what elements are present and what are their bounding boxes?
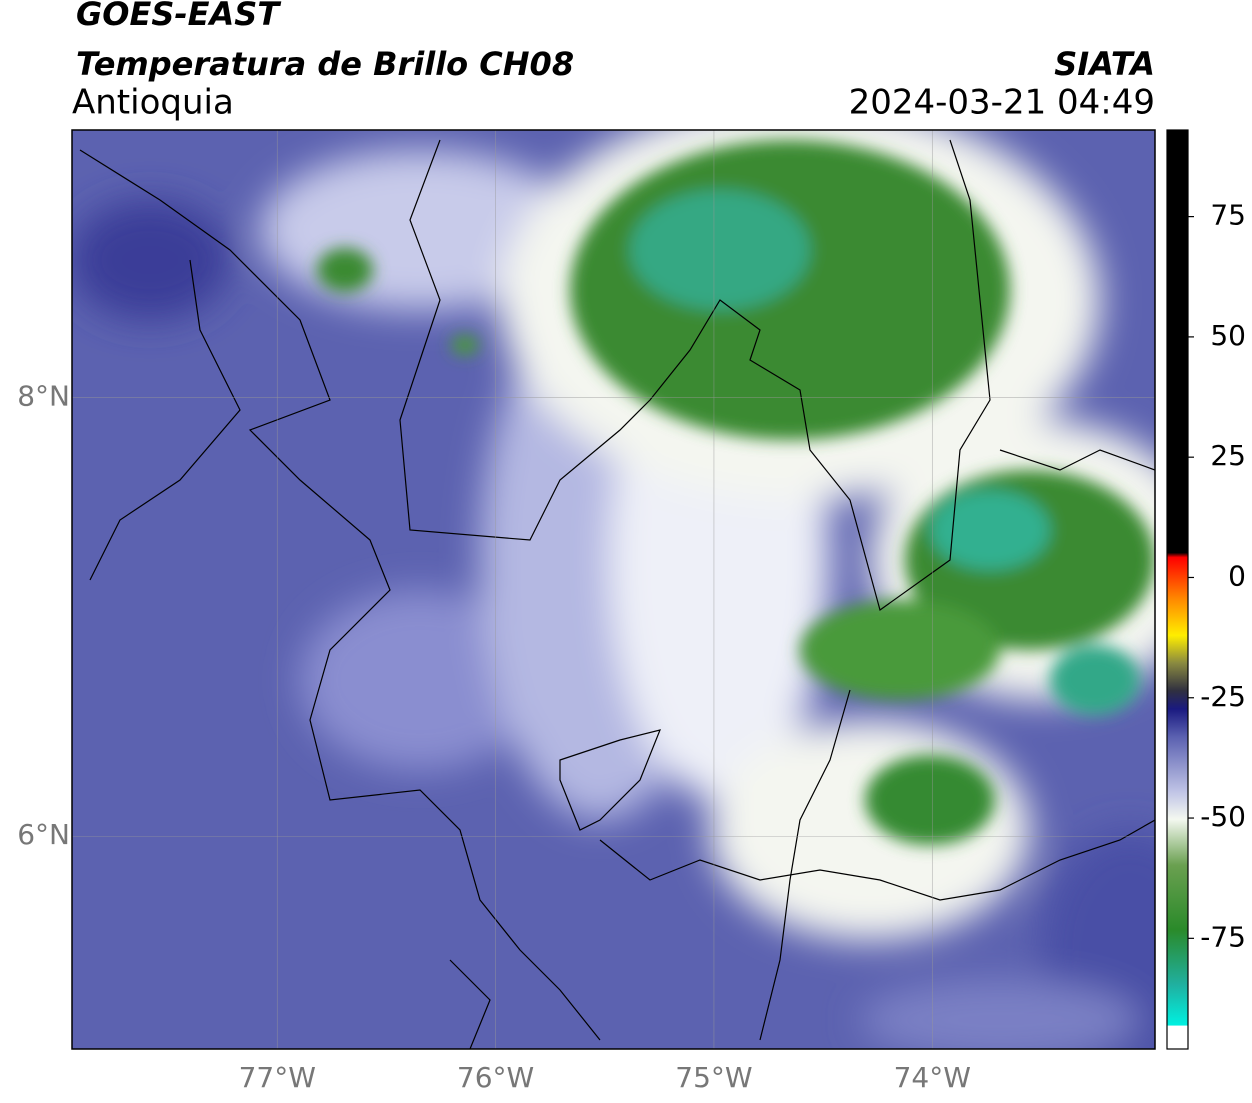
- colorbar-tick-label: 75: [1210, 199, 1246, 232]
- borders: [79, 139, 1155, 1049]
- title: GOES-EAST: [76, 0, 281, 33]
- lat-tick-label: 8°N: [17, 380, 70, 413]
- lon-tick-label: 75°W: [675, 1061, 752, 1094]
- region: Antioquia: [72, 83, 234, 123]
- map-frame: [71, 129, 1156, 1050]
- satellite-image: [72, 130, 1155, 1049]
- colorbar-tick-label: 25: [1210, 439, 1246, 472]
- lat-tick-label: 6°N: [17, 818, 70, 851]
- datetime: 2024-03-21 04:49: [849, 83, 1155, 123]
- colorbar-tick-label: -50: [1200, 800, 1246, 833]
- colorbar-tick-label: -25: [1200, 680, 1246, 713]
- source: SIATA: [1054, 45, 1155, 83]
- lon-tick-label: 77°W: [239, 1061, 316, 1094]
- lon-tick-label: 76°W: [457, 1061, 534, 1094]
- colorbar-tick-label: -75: [1200, 920, 1246, 953]
- subtitle: Temperatura de Brillo CH08: [76, 45, 574, 83]
- colorbar-tick-label: 50: [1210, 319, 1246, 352]
- colorbar: [1166, 129, 1189, 1050]
- lon-tick-label: 74°W: [894, 1061, 971, 1094]
- graticule: [72, 130, 1155, 1049]
- colorbar-tick-label: 0: [1228, 559, 1246, 592]
